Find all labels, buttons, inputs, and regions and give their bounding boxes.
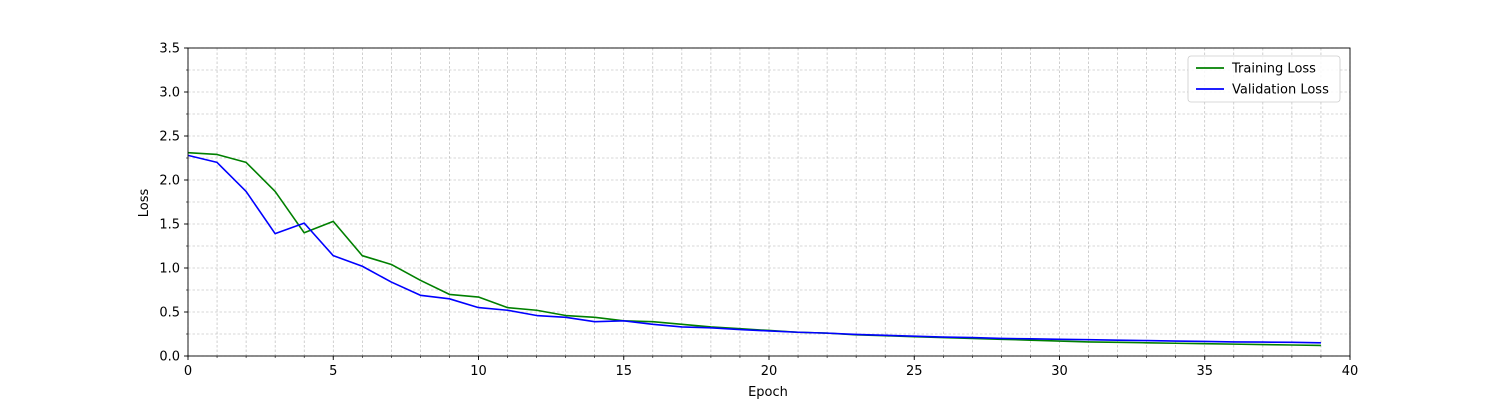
legend-label: Validation Loss xyxy=(1232,83,1329,98)
x-tick-label: 10 xyxy=(470,364,487,379)
series-line-validation-loss xyxy=(187,154,1321,344)
y-tick-label: 2.5 xyxy=(159,130,180,145)
x-tick-label: 25 xyxy=(906,364,923,379)
legend-label: Training Loss xyxy=(1231,62,1316,77)
axes xyxy=(184,47,1351,360)
y-axis-label: Loss xyxy=(137,189,152,218)
series-line-training-loss xyxy=(187,151,1321,347)
y-tick-label: 0.5 xyxy=(159,306,180,321)
tick-labels: 0 5 10 15 20 25 30 35 40 0.0 0.5 1.0 1.5 2.0 2.5 3.0 3.5 xyxy=(159,42,1358,380)
x-tick-label: 0 xyxy=(184,364,192,379)
x-tick-label: 35 xyxy=(1196,364,1213,379)
grid xyxy=(187,47,1351,357)
x-tick-label: 20 xyxy=(761,364,778,379)
x-tick-label: 30 xyxy=(1051,364,1068,379)
y-tick-label: 1.5 xyxy=(159,218,180,233)
x-tick-label: 5 xyxy=(329,364,337,379)
x-axis-label: Epoch xyxy=(748,385,788,400)
x-tick-label: 15 xyxy=(615,364,632,379)
y-tick-label: 3.5 xyxy=(159,42,180,57)
legend: Training Loss Validation Loss xyxy=(1187,55,1341,103)
y-tick-label: 1.0 xyxy=(159,262,180,277)
legend-box xyxy=(1187,55,1341,103)
series-lines xyxy=(187,151,1321,347)
y-tick-label: 0.0 xyxy=(159,350,180,365)
y-tick-label: 2.0 xyxy=(159,174,180,189)
x-tick-label: 40 xyxy=(1342,364,1359,379)
y-tick-label: 3.0 xyxy=(159,86,180,101)
